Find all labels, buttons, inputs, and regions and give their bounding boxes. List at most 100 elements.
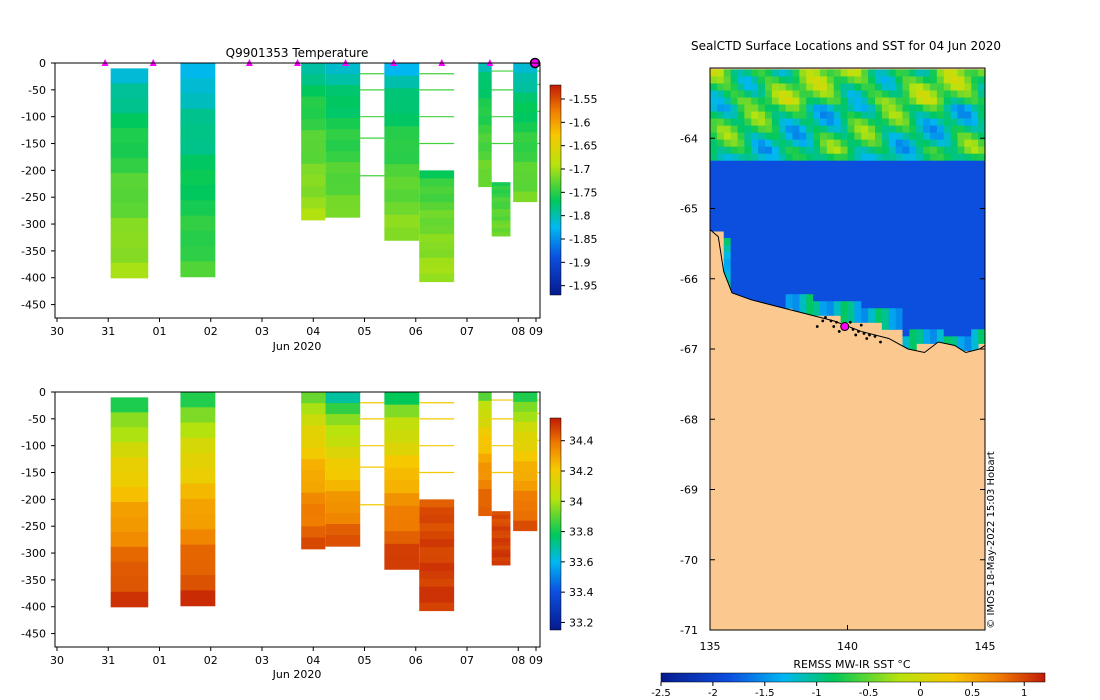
sst-cell [964,111,972,120]
profile-cell [478,444,492,455]
sst-cell [751,195,759,204]
profile-cell [325,195,361,207]
profile-cell [478,489,492,499]
sst-cell [888,287,897,295]
profile-cell [110,128,149,144]
sst-cell [710,167,718,176]
sst-cell [964,280,972,288]
sst-cell [765,76,773,84]
sst-cell [888,315,897,323]
sst-cell [813,280,821,288]
sst-cell [765,153,773,162]
sst-cell [916,216,924,225]
sst-cell [847,294,855,302]
sst-cell [751,146,759,155]
sst-cell [923,230,931,239]
sst-cell [730,167,738,176]
sst-cell [936,97,945,106]
sst-cell [868,104,876,113]
sst-cell [881,245,890,253]
x-tick-label: 09 [529,325,543,338]
sst-cell [936,90,945,99]
sst-cell [950,69,958,77]
sst-cell [820,153,828,162]
sst-cell [799,139,807,148]
sst-cell [888,273,897,281]
sst-cell [799,259,807,267]
sst-cell [875,146,883,155]
sst-cell [902,252,910,260]
profile-cell [513,102,538,114]
sst-cell [888,202,897,211]
sst-cell [833,69,842,77]
sst-cell [799,167,807,176]
sst-cell [875,202,883,211]
sst-cell [868,188,876,197]
profile-cell [110,442,149,458]
sst-cell [847,266,855,274]
profile-cell [180,200,216,217]
sst-cell [936,329,945,337]
sst-cell [957,245,965,253]
sst-cell [778,83,787,91]
sst-cell [930,181,938,190]
sst-cell [813,83,821,91]
sst-cell [758,118,766,127]
sst-cell [813,90,821,99]
sst-cell [978,160,985,169]
profile-cell [110,487,149,503]
profile-cell [513,411,538,423]
y-tick-label: -150 [21,467,46,480]
sst-cell [888,245,897,253]
seal-location [815,325,819,328]
sst-cell [751,266,759,274]
sst-cell [854,97,862,106]
x-tick-label: 05 [358,325,372,338]
sst-cell [971,132,979,141]
profile-cell [110,217,149,234]
profile-column [513,63,538,203]
sst-cell [806,160,814,169]
sst-cell [751,223,759,232]
sst-cell [930,111,938,120]
sst-cell [881,139,890,148]
sst-cell [765,273,773,281]
sst-cell [875,83,883,91]
sst-cell [744,111,752,120]
sst-cell [730,273,738,281]
profile-cell [572,151,596,163]
sst-cell [923,132,931,141]
sst-cell [765,202,773,211]
sst-cell [744,83,752,91]
sst-cell [744,259,752,267]
sst-cell [909,90,917,99]
sst-cell [771,301,780,309]
sst-cell [957,252,965,260]
sst-cell [861,195,869,204]
sst-cell [875,181,883,190]
sst-cell [902,266,910,274]
sst-cell [744,139,752,148]
sst-cell [902,69,910,77]
profile-cell [419,586,455,596]
sst-cell [792,238,800,246]
sst-cell [875,209,883,218]
sst-cell [861,174,869,183]
sst-cell [868,315,876,323]
sst-cell [820,301,828,309]
sst-cell [758,160,766,169]
sst-cell [861,83,869,91]
sst-cell [785,97,793,106]
sst-cell [868,83,876,91]
sst-cell [936,132,945,141]
sst-cell [716,167,725,176]
sst-cell [964,238,972,246]
sst-cell [943,209,952,218]
sst-cell [806,308,814,316]
sst-cell [875,174,883,183]
sst-cell [923,329,931,337]
sst-cell [936,238,945,246]
x-tick-label: 08 [511,654,525,667]
sst-cell [909,76,917,84]
sst-cell [806,266,814,274]
